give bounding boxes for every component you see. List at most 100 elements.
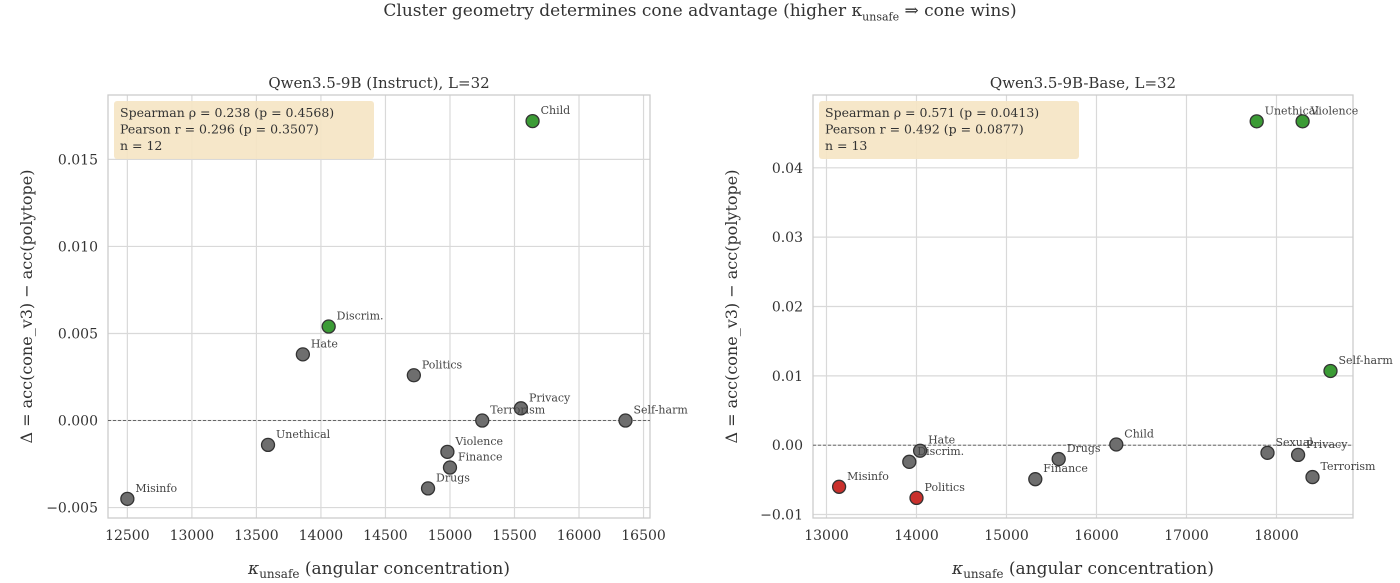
data-point-label: Misinfo [847, 470, 889, 483]
axes-frame [812, 94, 1354, 519]
figure-title-tail: ⇒ cone wins) [899, 1, 1017, 21]
x-tick-label: 14000 [894, 528, 939, 544]
data-point-privacy [1290, 447, 1306, 463]
data-point-unethical [260, 437, 276, 453]
y-tick-label: 0.01 [772, 369, 803, 385]
data-point-label: Drugs [436, 471, 470, 484]
data-point-hate [295, 347, 311, 362]
figure-title: Cluster geometry determines cone advanta… [0, 0, 1400, 28]
x-tick-label: 14000 [299, 528, 344, 544]
y-tick-label: −0.005 [46, 501, 98, 517]
data-point-label: Drugs [1067, 442, 1101, 455]
data-point-label: Sexual [1276, 436, 1314, 449]
y-tick-label: 0.005 [58, 326, 98, 342]
data-point-label: Self-harm [1339, 354, 1394, 367]
y-axis-label: Δ = acc(cone_v3) − acc(polytope) [17, 170, 36, 444]
data-point-label: Finance [458, 451, 503, 464]
data-point-privacy [513, 401, 529, 416]
y-axis-label: Δ = acc(cone_v3) − acc(polytope) [722, 170, 741, 444]
x-tick-label: 13000 [804, 528, 849, 544]
x-axis-label-rest: (angular concentration) [300, 559, 510, 579]
x-tick-label: 16500 [621, 528, 666, 544]
x-tick-label: 15000 [428, 528, 473, 544]
axes-frame [107, 94, 651, 519]
data-point-label: Discrim. [337, 310, 384, 323]
figure-title-main: Cluster geometry determines cone advanta… [383, 1, 863, 21]
y-tick-label: 0.015 [58, 152, 98, 168]
data-point-discrim [321, 319, 336, 334]
x-tick-label: 17000 [1164, 528, 1209, 544]
stats-line: n = 12 [120, 138, 162, 153]
x-tick-label: 15500 [492, 528, 537, 544]
stats-box [114, 101, 374, 159]
x-axis-label: κunsafe (angular concentration) [247, 559, 510, 581]
data-point-label: Violence [1310, 104, 1359, 117]
stats-line: Pearson r = 0.492 (p = 0.0877) [825, 122, 1024, 137]
figure-title-subscript: unsafe [862, 10, 900, 24]
data-point-child [1109, 437, 1124, 452]
panel-title: Qwen3.5-9B (Instruct), L=32 [268, 74, 489, 92]
panel-title: Qwen3.5-9B-Base, L=32 [990, 74, 1176, 92]
x-tick-label: 13000 [170, 528, 215, 544]
x-axis-label-rest: (angular concentration) [1004, 559, 1214, 579]
y-tick-label: 0.02 [772, 300, 803, 316]
x-axis-label-subscript: unsafe [963, 567, 1003, 581]
stats-line: Spearman ρ = 0.571 (p = 0.0413) [825, 105, 1039, 120]
y-tick-label: 0.00 [772, 438, 803, 454]
data-point-sexual [1260, 445, 1275, 460]
y-tick-label: 0.04 [772, 161, 803, 177]
data-point-selfharm [618, 413, 633, 428]
data-point-label: Child [541, 104, 571, 117]
data-point-child [525, 113, 540, 129]
chart-panel-1: 12500 13000 13500 14000 14500 15000 15500 16000… [17, 74, 688, 581]
x-tick-label: 12500 [105, 528, 150, 544]
data-point-hate [912, 443, 928, 458]
y-tick-label: −0.01 [760, 508, 803, 524]
x-tick-label: 16000 [557, 528, 602, 544]
data-point-label: Terrorism [1321, 460, 1377, 473]
x-axis-label-symbol: κ [951, 559, 963, 579]
data-point-misinfo [120, 491, 135, 507]
y-tick-label: 0.010 [58, 239, 98, 255]
data-point-label: Politics [925, 481, 966, 494]
stats-line: Spearman ρ = 0.238 (p = 0.4568) [120, 105, 334, 120]
x-tick-label: 14500 [363, 528, 408, 544]
data-point-label: Self-harm [633, 404, 688, 417]
x-tick-label: 13500 [234, 528, 279, 544]
data-point-finance [1028, 472, 1043, 487]
chart-panel-2: 13000 14000 15000 16000 17000 18000 −0.01 0.00 0… [722, 74, 1393, 581]
data-point-label: Privacy [1306, 438, 1348, 451]
data-point-terrorism [475, 413, 490, 428]
data-point-unethical [1249, 114, 1264, 129]
data-point-violence [1295, 114, 1310, 129]
data-point-violence [440, 444, 455, 460]
data-point-label: Unethical [1265, 104, 1320, 117]
x-axis-label: κunsafe (angular concentration) [951, 559, 1214, 581]
data-point-drugs [420, 481, 436, 496]
data-point-label: Violence [454, 435, 503, 448]
data-point-misinfo [831, 479, 847, 494]
data-point-terrorism [1305, 469, 1320, 485]
data-point-selfharm [1323, 363, 1338, 379]
y-tick-label: 0.03 [772, 230, 803, 246]
data-point-label: Terrorism [490, 404, 546, 417]
x-axis-label-symbol: κ [247, 559, 259, 579]
data-point-label: Finance [1043, 462, 1088, 475]
x-axis-label-subscript: unsafe [259, 567, 299, 581]
data-point-label: Hate [928, 434, 955, 447]
data-point-label: Discrim. [917, 445, 964, 458]
data-point-politics [406, 368, 421, 383]
stats-box [819, 101, 1079, 159]
x-tick-label: 15000 [984, 528, 1029, 544]
data-point-discrim [902, 454, 917, 469]
data-point-label: Child [1124, 427, 1154, 440]
data-point-politics [909, 490, 924, 506]
data-point-finance [442, 460, 458, 475]
stats-line: Pearson r = 0.296 (p = 0.3507) [120, 122, 319, 137]
x-tick-label: 16000 [1074, 528, 1119, 544]
data-point-label: Politics [422, 358, 463, 371]
data-point-label: Misinfo [135, 482, 177, 495]
data-point-label: Unethical [276, 428, 331, 441]
x-tick-label: 18000 [1254, 528, 1299, 544]
